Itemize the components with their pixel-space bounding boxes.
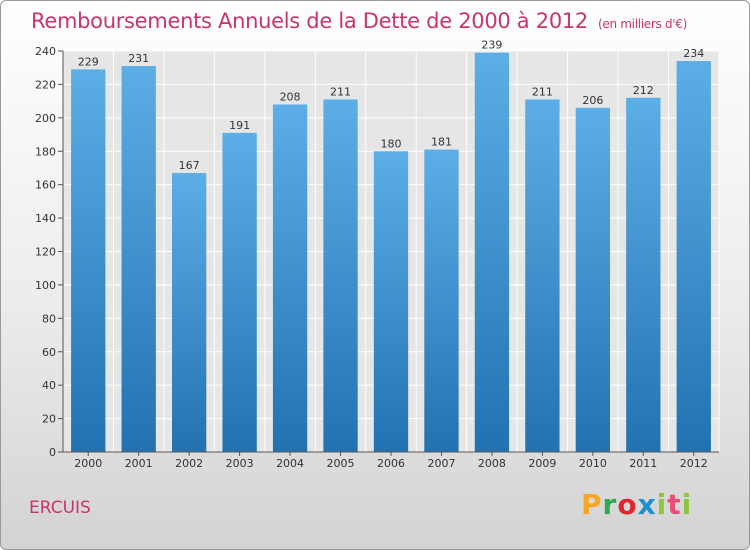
x-tick-label: 2008: [478, 457, 506, 470]
bar: [323, 99, 358, 453]
x-tick-label: 2004: [276, 457, 304, 470]
x-tick-label: 2012: [680, 457, 708, 470]
x-tick-label: 2011: [629, 457, 657, 470]
x-tick-label: 2005: [327, 457, 355, 470]
proxiti-logo[interactable]: Proxiti: [581, 488, 693, 521]
bar: [373, 151, 409, 452]
bar-value-label: 231: [128, 52, 149, 65]
bar-value-label: 208: [280, 90, 301, 103]
bar-value-label: 234: [683, 47, 704, 60]
bar-value-label: 167: [179, 159, 200, 172]
bar: [626, 97, 661, 453]
y-tick-label: 240: [35, 45, 56, 58]
bar-value-label: 191: [229, 119, 250, 132]
y-tick-label: 140: [35, 212, 56, 225]
axis-layer: 0 20 40 60 80 100 120 140 160 180 200 220 240 2000 200…: [35, 45, 719, 470]
y-tick-label: 100: [35, 279, 56, 292]
x-tick-label: 2001: [125, 457, 153, 470]
x-tick-label: 2006: [377, 457, 405, 470]
bar-value-label: 239: [481, 39, 502, 52]
bar: [222, 132, 257, 452]
x-tick-label: 2010: [579, 457, 607, 470]
y-tick-label: 60: [42, 346, 56, 359]
bar: [525, 99, 560, 453]
y-tick-label: 0: [49, 446, 56, 459]
chart-title-text: Remboursements Annuels de la Dette de 20…: [31, 9, 588, 33]
bar-value-label: 212: [633, 84, 654, 97]
bar-value-label: 206: [582, 94, 603, 107]
bar: [474, 52, 510, 452]
chart-title: Remboursements Annuels de la Dette de 20…: [31, 9, 687, 33]
y-tick-label: 40: [42, 379, 56, 392]
bar: [121, 66, 156, 452]
x-tick-label: 2007: [427, 457, 455, 470]
commune-name: ERCUIS: [29, 498, 91, 518]
x-tick-label: 2000: [74, 457, 102, 470]
x-tick-label: 2002: [175, 457, 203, 470]
bar: [71, 69, 106, 453]
bar-value-label: 211: [330, 85, 351, 98]
y-tick-label: 80: [42, 312, 56, 325]
y-tick-label: 220: [35, 78, 56, 91]
y-tick-label: 160: [35, 179, 56, 192]
x-tick-label: 2003: [226, 457, 254, 470]
bar: [575, 107, 611, 452]
y-tick-label: 200: [35, 112, 56, 125]
bar-value-label: 180: [381, 137, 402, 150]
y-tick-label: 180: [35, 145, 56, 158]
bar-value-label: 229: [78, 55, 99, 68]
bar: [272, 104, 308, 452]
bar-layer: 229 231 167 191 208 211 180 181 239 211 206 212 234: [71, 39, 711, 453]
bar: [171, 172, 207, 453]
y-tick-label: 120: [35, 246, 56, 259]
chart-title-unit: (en milliers d'€): [598, 17, 688, 31]
x-tick-label: 2009: [528, 457, 556, 470]
y-tick-label: 20: [42, 413, 56, 426]
bar: [424, 149, 459, 452]
bar: [676, 61, 711, 453]
bar-value-label: 211: [532, 85, 553, 98]
bar-value-label: 181: [431, 136, 452, 149]
